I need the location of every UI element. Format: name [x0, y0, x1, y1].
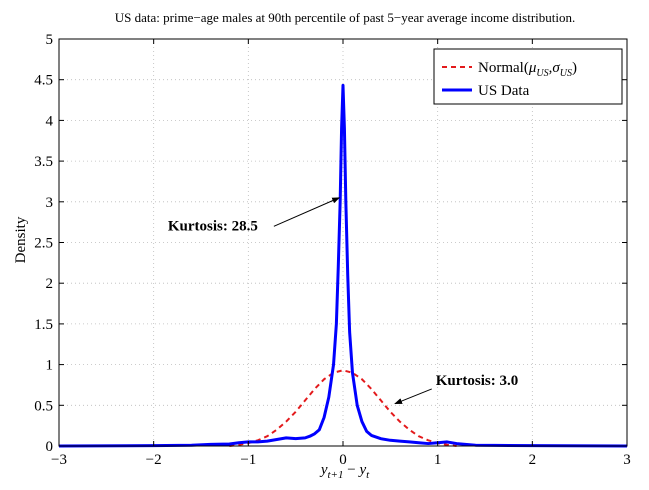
normal-curve-line	[229, 369, 457, 447]
y-tick-label: 2.5	[34, 236, 53, 252]
y-tick-label: 3.5	[34, 154, 53, 170]
x-tick-label: −2	[146, 452, 162, 468]
x-tick-label: 2	[529, 452, 537, 468]
axes	[58, 38, 628, 447]
y-tick-label: 2	[46, 276, 54, 292]
kurtosis-annotation: Kurtosis: 3.0	[436, 373, 518, 389]
x-tick-label: −1	[240, 452, 256, 468]
annotation-arrow	[273, 197, 341, 227]
legend-label: US Data	[478, 83, 530, 99]
y-tick-label: 0	[46, 439, 54, 455]
tick-labels: −3 −2 −1 0 1 2 3 0 0.5 1 1.5 2 2.5 3 3.5 4 4.5 5	[34, 32, 631, 468]
annotation-arrow	[394, 388, 432, 405]
y-tick-label: 5	[46, 32, 54, 48]
series-layer	[58, 83, 628, 448]
y-tick-label: 4.5	[34, 73, 53, 89]
annotations: Kurtosis: 28.5 Kurtosis: 3.0	[168, 197, 518, 405]
x-axis-label: yt+1 − yt	[319, 462, 370, 481]
legend: Normal(μUS,σUS) US Data	[433, 48, 623, 105]
y-tick-label: 1.5	[34, 317, 53, 333]
chart-title: US data: prime−age males at 90th percent…	[115, 10, 575, 25]
kurtosis-annotation: Kurtosis: 28.5	[168, 218, 258, 234]
legend-box	[433, 48, 623, 105]
x-tick-label: 0	[339, 452, 347, 468]
y-tick-label: 1	[46, 358, 54, 374]
y-tick-label: 3	[46, 195, 54, 211]
legend-label: Normal(μUS,σUS)	[478, 60, 577, 79]
y-tick-label: 0.5	[34, 398, 53, 414]
y-axis-label: Density	[13, 216, 29, 263]
x-tick-label: 3	[623, 452, 631, 468]
us-data-line	[58, 83, 628, 448]
y-tick-label: 4	[46, 113, 54, 129]
x-tick-label: −3	[51, 452, 67, 468]
x-tick-label: 1	[434, 452, 442, 468]
